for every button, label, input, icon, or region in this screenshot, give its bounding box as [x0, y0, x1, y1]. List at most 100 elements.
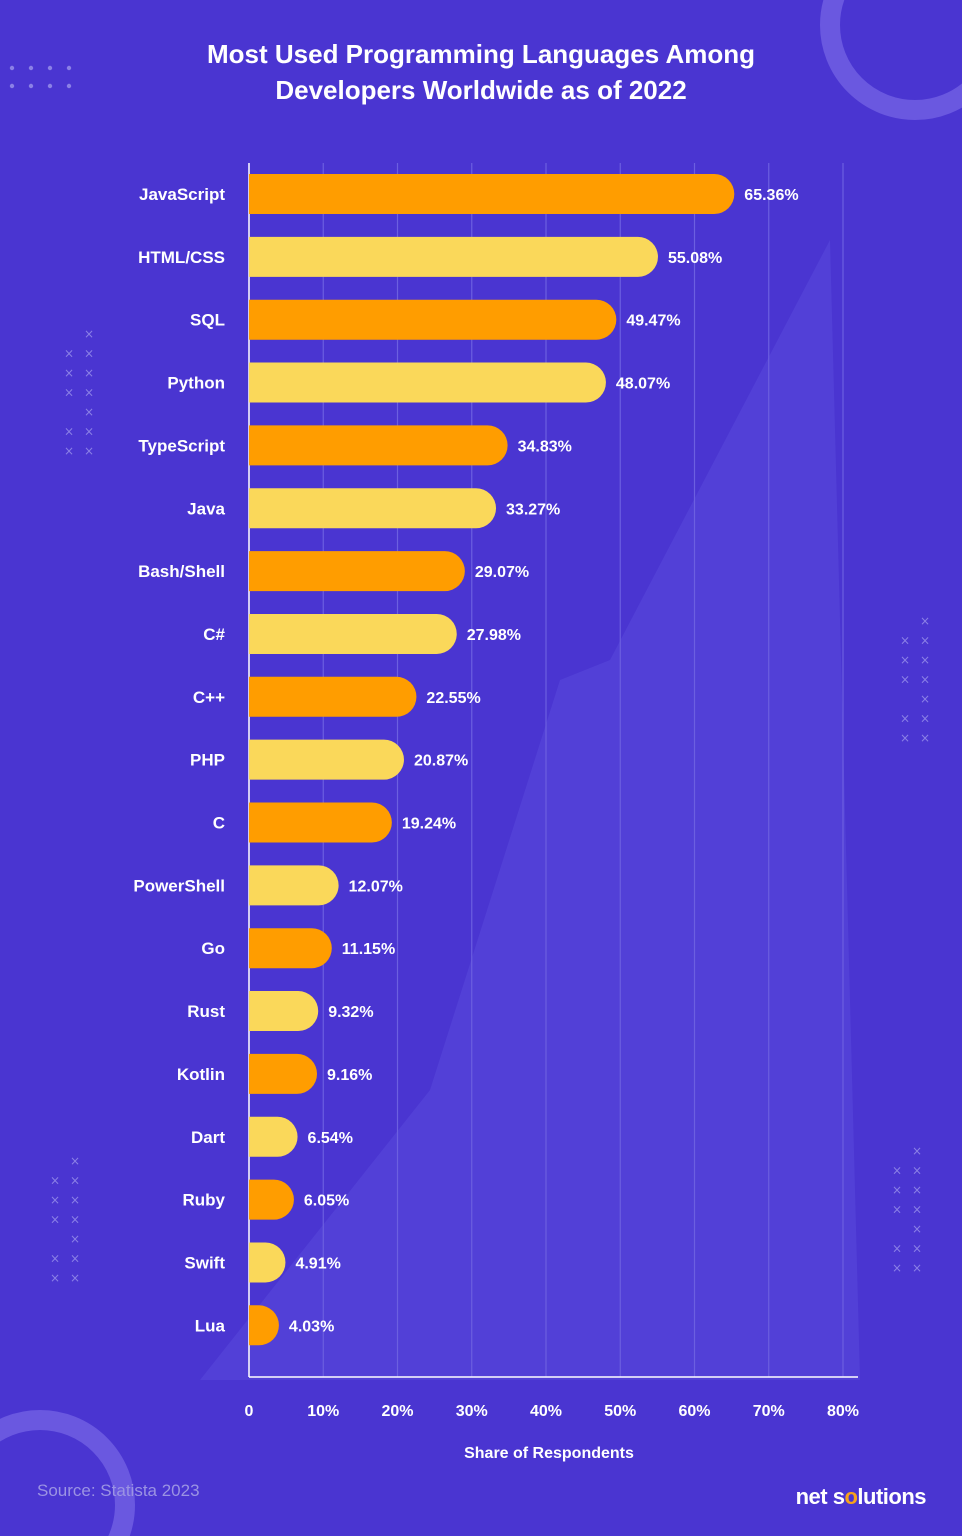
decor-cross: × — [892, 1183, 902, 1197]
x-axis-label: Share of Respondents — [464, 1445, 634, 1462]
x-tick-label: 10% — [307, 1403, 339, 1420]
bar — [249, 1179, 294, 1220]
decor-cross: × — [920, 614, 930, 628]
bar — [249, 1305, 279, 1346]
value-label: 9.32% — [328, 1004, 373, 1021]
decor-cross: × — [84, 425, 94, 439]
value-label: 12.07% — [349, 878, 403, 895]
category-label: Rust — [187, 1002, 225, 1021]
decor-cross: × — [900, 712, 910, 726]
category-label: Swift — [184, 1253, 225, 1272]
value-label: 11.15% — [342, 941, 395, 958]
bar — [249, 865, 339, 906]
bar — [249, 362, 606, 403]
bar — [249, 299, 617, 340]
category-label: Bash/Shell — [138, 562, 225, 581]
decor-cross: × — [70, 1213, 80, 1227]
decor-cross: × — [84, 444, 94, 458]
decor-cross: × — [84, 347, 94, 361]
category-label: Lua — [195, 1316, 226, 1335]
bar — [249, 1242, 286, 1283]
decor-cross: × — [912, 1203, 922, 1217]
bar — [249, 802, 392, 843]
x-tick-label: 0 — [245, 1403, 254, 1420]
category-label: Python — [167, 374, 225, 393]
category-label: PHP — [190, 751, 225, 770]
chart-title-line-2: Developers Worldwide as of 2022 — [275, 75, 687, 105]
x-tick-label: 20% — [381, 1403, 413, 1420]
decor-cross: × — [912, 1261, 922, 1275]
value-label: 4.91% — [295, 1255, 340, 1272]
brand-logo: net solutions — [796, 1484, 927, 1510]
decor-cross: × — [84, 405, 94, 419]
category-label: Java — [187, 499, 225, 518]
decor-crosses: × × × × × × × × × × × × × × × × × × × × × × × × × × × × × × × × × × × × × × × ×… — [50, 327, 930, 1285]
bar — [249, 174, 735, 214]
decor-cross: × — [900, 653, 910, 667]
decor-cross: × — [70, 1193, 80, 1207]
value-label: 19.24% — [402, 816, 456, 833]
bar — [249, 425, 508, 466]
decor-ring-top-right — [820, 0, 962, 120]
x-tick-label: 60% — [678, 1403, 710, 1420]
bar-chart: 0 10% 20% 30% 40% 50% 60% 70% 80% JavaScript 65.36… — [133, 163, 859, 1420]
bar — [249, 676, 417, 717]
decor-cross: × — [70, 1174, 80, 1188]
decor-cross: × — [912, 1164, 922, 1178]
decor-cross: × — [912, 1183, 922, 1197]
category-label: TypeScript — [138, 436, 225, 455]
decor-cross: × — [892, 1164, 902, 1178]
x-tick-label: 70% — [753, 1403, 785, 1420]
bar — [249, 236, 658, 277]
brand-logo-part2: lutions — [857, 1484, 926, 1509]
bar — [249, 991, 319, 1032]
bar — [249, 1116, 298, 1157]
decor-dots-top-left — [9, 65, 72, 89]
bar — [249, 739, 404, 780]
category-label: C# — [203, 625, 225, 644]
decor-cross: × — [892, 1242, 902, 1256]
category-label: Kotlin — [177, 1065, 225, 1084]
decor-cross: × — [50, 1252, 60, 1266]
value-label: 27.98% — [467, 627, 521, 644]
decor-cross: × — [70, 1232, 80, 1246]
value-label: 65.36% — [744, 187, 798, 204]
x-tick-label: 80% — [827, 1403, 859, 1420]
value-label: 48.07% — [616, 376, 670, 393]
value-label: 49.47% — [626, 313, 680, 330]
decor-cross: × — [64, 386, 74, 400]
decor-cross: × — [912, 1144, 922, 1158]
value-label: 55.08% — [668, 250, 722, 267]
category-label: Ruby — [183, 1191, 226, 1210]
category-label: SQL — [190, 311, 225, 330]
decor-cross: × — [84, 386, 94, 400]
decor-cross: × — [64, 347, 74, 361]
bar — [249, 551, 465, 592]
decor-cross: × — [70, 1252, 80, 1266]
decor-ring-bottom-left — [0, 1410, 135, 1536]
decor-cross: × — [892, 1261, 902, 1275]
decor-cross: × — [900, 731, 910, 745]
decor-cross: × — [50, 1193, 60, 1207]
category-label: Go — [201, 939, 225, 958]
category-label: C++ — [193, 688, 225, 707]
value-label: 6.54% — [308, 1130, 353, 1147]
bar — [249, 488, 497, 529]
value-label: 4.03% — [289, 1318, 334, 1335]
value-label: 6.05% — [304, 1193, 349, 1210]
decor-cross: × — [920, 731, 930, 745]
decor-cross: × — [920, 673, 930, 687]
decor-cross: × — [50, 1174, 60, 1188]
decor-cross: × — [70, 1271, 80, 1285]
decor-cross: × — [50, 1271, 60, 1285]
decor-cross: × — [900, 673, 910, 687]
category-label: PowerShell — [133, 876, 225, 895]
chart-title-line-1: Most Used Programming Languages Among — [207, 39, 755, 69]
decor-cross: × — [892, 1203, 902, 1217]
brand-logo-dot: o — [844, 1484, 858, 1509]
source-text: Source: Statista 2023 — [37, 1481, 200, 1500]
decor-cross: × — [70, 1154, 80, 1168]
decor-cross: × — [64, 366, 74, 380]
x-tick-label: 40% — [530, 1403, 562, 1420]
decor-cross: × — [84, 366, 94, 380]
